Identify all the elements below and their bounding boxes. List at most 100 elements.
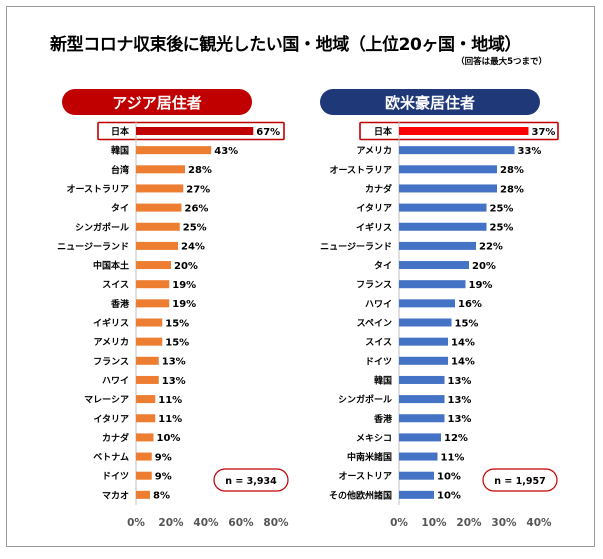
value-label: 15% <box>165 318 189 329</box>
category-label: シンガポール <box>338 394 392 406</box>
category-label: マレーシア <box>84 395 129 406</box>
value-label: 15% <box>165 337 189 348</box>
bar <box>399 165 497 174</box>
bar <box>399 356 448 365</box>
panel-header-2 <box>320 89 540 115</box>
value-label: 10% <box>437 491 461 502</box>
category-label: スペイン <box>357 318 392 329</box>
category-label: イタリア <box>93 413 129 425</box>
bar <box>136 241 178 250</box>
bar <box>399 433 441 442</box>
bar <box>399 414 445 423</box>
x-tick-label: 20% <box>158 517 184 529</box>
bar <box>136 471 152 480</box>
panel-title-2: 欧米豪居住者 <box>385 94 475 112</box>
value-label: 28% <box>188 165 212 176</box>
value-label: 25% <box>490 223 514 234</box>
bar <box>136 395 156 404</box>
bar <box>136 280 170 289</box>
bar <box>399 241 476 250</box>
value-label: 14% <box>451 357 475 368</box>
bar <box>136 184 184 193</box>
category-label: ドイツ <box>365 356 392 367</box>
category-label: タイ <box>111 202 129 214</box>
value-label: 11% <box>441 452 465 463</box>
sample-size-box-2 <box>482 468 558 492</box>
category-label: イギリス <box>93 317 129 329</box>
value-label: 8% <box>153 491 170 502</box>
highlight-outline-1 <box>97 121 285 141</box>
bar <box>136 146 212 155</box>
value-label: 25% <box>490 203 514 214</box>
value-label: 20% <box>174 261 198 272</box>
bar <box>136 337 163 346</box>
sample-size-box-1 <box>213 468 289 492</box>
value-label: 28% <box>500 165 524 176</box>
value-label: 20% <box>472 261 496 272</box>
bar <box>136 127 254 135</box>
bar <box>136 261 171 270</box>
bar <box>136 375 159 384</box>
value-label: 37% <box>532 127 556 138</box>
bar <box>399 395 445 404</box>
bar <box>399 127 529 135</box>
value-label: 19% <box>172 299 196 310</box>
x-tick-label: 0% <box>390 517 408 529</box>
category-label: 中国本土 <box>93 260 129 272</box>
bar <box>136 299 170 308</box>
category-label: イギリス <box>356 221 392 233</box>
category-label: イタリア <box>356 202 392 214</box>
category-label: カナダ <box>365 183 392 195</box>
value-label: 19% <box>469 280 493 291</box>
value-label: 33% <box>518 146 542 157</box>
category-label: 韓国 <box>111 145 129 157</box>
category-label: 韓国 <box>374 374 392 386</box>
value-label: 67% <box>256 127 280 138</box>
bar <box>399 146 515 155</box>
bar <box>136 356 159 365</box>
category-label: 日本 <box>374 126 393 138</box>
category-label: アメリカ <box>356 146 392 157</box>
category-label: オーストリア <box>338 471 392 482</box>
category-label: 中南米諸国 <box>347 451 392 463</box>
category-label: 香港 <box>373 413 393 425</box>
bar <box>136 203 182 212</box>
category-label: ハワイ <box>365 299 392 310</box>
category-label: ベトナム <box>93 452 129 463</box>
bar <box>399 184 497 193</box>
x-tick-label: 40% <box>526 517 552 529</box>
bar <box>399 299 455 308</box>
category-label: スイス <box>102 280 129 291</box>
value-label: 25% <box>183 223 207 234</box>
x-tick-label: 60% <box>228 517 254 529</box>
x-tick-label: 30% <box>491 517 517 529</box>
x-tick-label: 20% <box>456 517 482 529</box>
bar <box>136 452 152 461</box>
value-label: 22% <box>479 242 503 253</box>
bar <box>399 452 438 461</box>
value-label: 19% <box>172 280 196 291</box>
bar <box>399 337 448 346</box>
value-label: 16% <box>458 299 482 310</box>
x-tick-label: 0% <box>127 517 145 529</box>
x-tick-label: 40% <box>193 517 219 529</box>
value-label: 10% <box>437 472 461 483</box>
value-label: 15% <box>455 318 479 329</box>
category-label: オーストラリア <box>66 184 129 195</box>
value-label: 10% <box>157 433 181 444</box>
sample-size-label-2: n = 1,957 <box>494 476 545 487</box>
bar <box>399 203 487 212</box>
value-label: 43% <box>214 146 238 157</box>
category-label: ニュージーランド <box>57 241 129 252</box>
figure-frame <box>6 6 595 547</box>
value-label: 13% <box>448 376 472 387</box>
category-label: フランス <box>356 280 392 291</box>
bar <box>399 280 466 289</box>
category-label: スイス <box>365 337 392 348</box>
category-label: 台湾 <box>111 164 129 176</box>
category-label: メキシコ <box>356 433 392 444</box>
panel-title-1: アジア居住者 <box>112 94 201 112</box>
x-tick-label: 80% <box>263 517 289 529</box>
category-label: ハワイ <box>102 375 129 386</box>
